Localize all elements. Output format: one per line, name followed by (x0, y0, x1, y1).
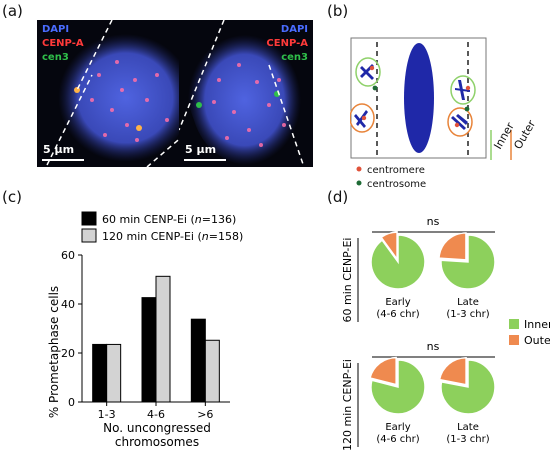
pie-legend-swatch (509, 335, 519, 345)
stain-label-cen3-2: cen3 (281, 52, 308, 63)
x-axis-label-line2: chromosomes (115, 435, 199, 449)
outer-key-label: Outer (511, 118, 538, 152)
spindle-schematic: Inner Outer (350, 37, 538, 160)
pie-label: Early (385, 422, 410, 433)
centrosome-legend-label: centrosome (367, 179, 426, 190)
row-label: 120 min CENP-Ei (341, 359, 354, 451)
panel-label-b: (b) (327, 2, 349, 20)
micrograph-right: DAPI CENP-A cen3 5 μm (179, 20, 313, 167)
pie-label: Late (457, 297, 479, 308)
pie-label: (4-6 chr) (376, 309, 419, 320)
x-axis-label-line1: No. uncongressed (103, 421, 211, 435)
bar-marks (92, 275, 220, 403)
pie-label: Late (457, 422, 479, 433)
stain-label-cenp-a: CENP-A (42, 38, 84, 49)
legend-label-120min: 120 min CENP-Ei (n=158) (102, 230, 243, 243)
pie-slice (370, 359, 426, 415)
bar (141, 297, 157, 403)
pie-slice (380, 231, 398, 262)
micrograph-left: DAPI CENP-A cen3 5 μm (37, 20, 207, 167)
y-axis-label: % Prometaphase cells (47, 286, 61, 418)
x-tick-label: 1-3 (98, 408, 116, 421)
pie-legend-label: Inner (524, 318, 550, 331)
chromosome-inner-right (455, 80, 470, 100)
centromere-legend-label: centromere (367, 165, 425, 176)
scale-bar-2 (184, 159, 226, 161)
panel-label-d: (d) (327, 188, 349, 206)
centromere-swatch (356, 166, 362, 172)
bar (155, 275, 171, 403)
pie-label: (1-3 chr) (446, 309, 489, 320)
pie-legend-swatch (509, 319, 519, 329)
scale-bar-label-2: 5 μm (185, 143, 217, 156)
outer-region-left (350, 103, 375, 133)
significance-label: ns (427, 215, 440, 228)
stain-label-dapi-2: DAPI (280, 24, 308, 35)
metaphase-plate (404, 43, 434, 153)
bar (92, 343, 108, 403)
panel-label-a: (a) (2, 2, 23, 20)
chromosome-outer-right (451, 114, 468, 130)
y-tick-label: 0 (68, 396, 75, 409)
stain-label-dapi: DAPI (42, 24, 70, 35)
pie-slice (440, 234, 496, 290)
legend-swatch-120min (81, 228, 97, 243)
bar (106, 343, 122, 403)
pie-legend-label: Outer (524, 334, 550, 347)
panel-label-c: (c) (2, 188, 22, 206)
x-tick-label: >6 (197, 408, 213, 421)
x-tick-label: 4-6 (147, 408, 165, 421)
micrograph-right-image (179, 20, 305, 167)
bar (204, 339, 220, 403)
legend-label-60min: 60 min CENP-Ei (n=136) (102, 213, 236, 226)
pie-slice (440, 359, 496, 415)
inner-region-left (355, 57, 381, 87)
inner-region-right (450, 75, 476, 105)
stain-label-cen3: cen3 (42, 52, 69, 63)
stain-label-cenp-a-2: CENP-A (266, 38, 308, 49)
pie-slice (438, 356, 467, 386)
pie-slice (370, 234, 426, 290)
pie-label: Early (385, 297, 410, 308)
row-label: 60 min CENP-Ei (341, 238, 354, 323)
legend-swatch-60min (81, 211, 97, 226)
centrosome-swatch (356, 180, 362, 186)
y-tick-label: 60 (61, 249, 75, 262)
pie-label: (4-6 chr) (376, 434, 419, 445)
bar-legend: 60 min CENP-Ei (n=136) 120 min CENP-Ei (… (81, 211, 243, 243)
schematic-legend: centromere centrosome (356, 165, 426, 190)
pie-slice (438, 232, 467, 261)
bar-axes: 0 20 40 60 1-3 4-6 >6 (61, 249, 230, 421)
bar (190, 318, 206, 403)
pie-slice (369, 356, 397, 386)
pie-label: (1-3 chr) (446, 434, 489, 445)
scale-bar-label: 5 μm (43, 143, 75, 156)
significance-label: ns (427, 340, 440, 353)
scale-bar (42, 159, 84, 161)
schematic-frame (350, 37, 487, 159)
bar-chart: 60 min CENP-Ei (n=136) 120 min CENP-Ei (… (47, 211, 243, 449)
micrograph-left-image (46, 20, 207, 167)
outer-region-right (447, 107, 473, 137)
y-tick-label: 40 (61, 298, 75, 311)
y-tick-label: 20 (61, 347, 75, 360)
